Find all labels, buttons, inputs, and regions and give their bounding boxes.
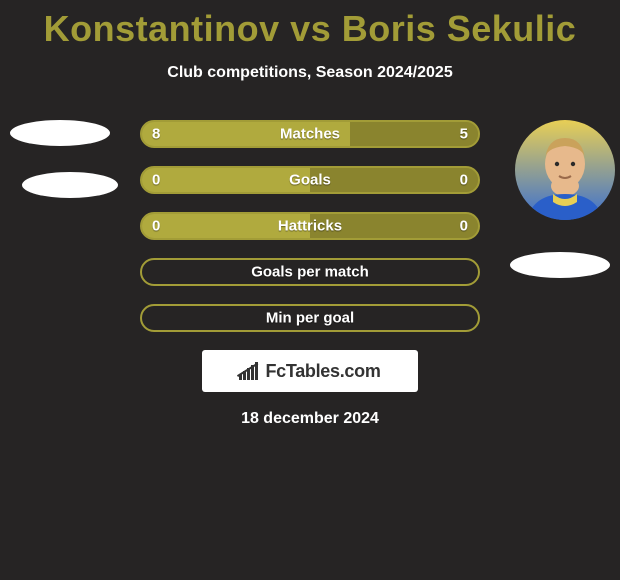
stat-label: Matches (142, 126, 478, 143)
decorative-ellipse (10, 120, 110, 146)
stat-label: Goals (142, 172, 478, 189)
page-title: Konstantinov vs Boris Sekulic (0, 0, 620, 50)
page-subtitle: Club competitions, Season 2024/2025 (0, 64, 620, 82)
player-photo-icon (515, 120, 615, 220)
stat-row: 85Matches (140, 120, 480, 148)
stat-label: Goals per match (142, 264, 478, 281)
brand-badge: FcTables.com (202, 350, 418, 392)
stat-row: 00Hattricks (140, 212, 480, 240)
comparison-panel: 85Matches 00Goals 00Hattricks Goals per mat… (0, 120, 620, 428)
stat-row: Min per goal (140, 304, 480, 332)
brand-text: FcTables.com (265, 361, 380, 382)
brand-logo-icon (239, 362, 261, 380)
stat-bars: 85Matches 00Goals 00Hattricks Goals per mat… (140, 120, 480, 332)
date-text: 18 december 2024 (0, 410, 620, 428)
stat-row: 00Goals (140, 166, 480, 194)
decorative-ellipse (22, 172, 118, 198)
stat-label: Hattricks (142, 218, 478, 235)
player-right-avatar (515, 120, 615, 220)
stat-label: Min per goal (142, 310, 478, 327)
decorative-ellipse (510, 252, 610, 278)
stat-row: Goals per match (140, 258, 480, 286)
